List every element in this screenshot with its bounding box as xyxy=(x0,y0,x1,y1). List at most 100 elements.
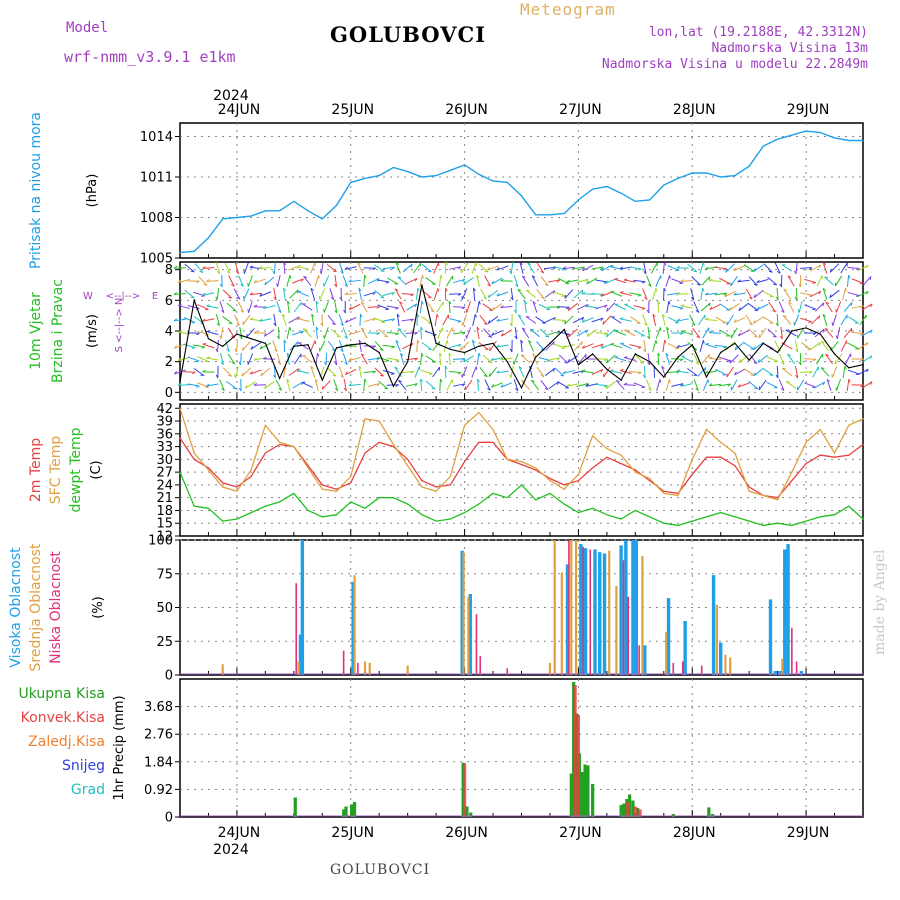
wind-arrow xyxy=(797,379,805,391)
ytick-label-temperature-3: 21 xyxy=(156,491,173,506)
temp-point-1-30 xyxy=(606,448,608,450)
wind-arrow xyxy=(293,301,302,313)
wind-arrow-head xyxy=(737,279,741,283)
wind-arrow xyxy=(438,274,442,288)
precip-bar-0-6 xyxy=(465,806,469,817)
wind-arrow xyxy=(859,314,867,326)
wind-arrow xyxy=(822,314,828,326)
wind-arrow xyxy=(547,357,560,361)
wind-arrow-head xyxy=(462,278,466,283)
wind-arrow-head xyxy=(173,371,178,375)
wind-arrow xyxy=(216,339,219,353)
wind-arrow xyxy=(539,328,550,338)
wind-speed-point-25 xyxy=(535,356,537,358)
wind-arrow xyxy=(433,288,439,300)
temp-point-1-47 xyxy=(848,424,850,426)
wind-arrow xyxy=(517,314,526,326)
cloud-bar-2-11 xyxy=(638,645,640,675)
pressure-point-16 xyxy=(407,171,409,173)
temp-point-0-21 xyxy=(478,441,480,443)
temp-point-2-26 xyxy=(549,492,551,495)
wind-arrow-head xyxy=(278,309,282,313)
wind-arrow xyxy=(667,316,679,324)
cloud-bar-0-17 xyxy=(683,621,687,675)
temp-ylabel-2: dewpt Temp xyxy=(68,427,84,512)
wind-speed-point-28 xyxy=(577,364,580,366)
wind-arrow-head xyxy=(514,387,519,392)
temp-point-2-30 xyxy=(606,514,608,516)
wind-arrow-head xyxy=(496,344,500,348)
wind-arrow-head xyxy=(708,383,713,387)
temp-point-2-17 xyxy=(421,514,423,516)
pressure-point-27 xyxy=(563,212,565,215)
wind-arrow xyxy=(615,380,625,390)
wind-arrow xyxy=(233,314,240,326)
wind-arrow xyxy=(401,293,414,295)
wind-arrow xyxy=(496,265,509,271)
wind-arrow xyxy=(572,266,585,270)
wind-arrow-head xyxy=(526,289,530,292)
wind-arrow-head xyxy=(317,352,320,357)
wind-arrow-head xyxy=(552,368,556,372)
pressure-ylabel: Pritisak na nivou mora xyxy=(28,112,44,269)
wind-arrow-head xyxy=(860,305,864,309)
wind-arrow-head xyxy=(253,304,258,308)
cloud-bar-0-12 xyxy=(624,540,628,675)
wind-arrow xyxy=(401,370,414,374)
wind-speed-point-36 xyxy=(691,344,693,346)
temp-point-1-26 xyxy=(549,480,551,482)
wind-speed-point-18 xyxy=(435,342,437,344)
wind-arrow xyxy=(733,292,746,296)
temp-point-0-12 xyxy=(350,482,352,484)
wind-arrow-head xyxy=(560,374,565,377)
wind-arrow xyxy=(811,315,821,325)
bottom-axis-day-2: 26JUN xyxy=(445,825,488,841)
wind-arrow-head xyxy=(334,309,338,314)
wind-arrow-head xyxy=(344,292,348,295)
wind-arrow-head xyxy=(869,276,872,280)
wind-arrow xyxy=(476,301,480,313)
wind-arrow xyxy=(314,275,320,287)
wind-ylabel-1: 10m Vjetar xyxy=(28,292,44,370)
wind-speed-point-11 xyxy=(335,347,338,349)
wind-arrow xyxy=(449,318,462,322)
wind-arrow-head xyxy=(315,300,319,305)
cloud-bar-0-4 xyxy=(468,594,472,675)
temp-point-1-10 xyxy=(321,488,323,490)
temp-point-2-34 xyxy=(663,522,665,524)
wind-arrow xyxy=(227,353,236,365)
wind-arrow-head xyxy=(439,378,443,383)
wind-arrow xyxy=(787,353,796,365)
cloud-bar-2-5 xyxy=(506,668,509,675)
wind-arrow xyxy=(595,383,608,387)
wind-arrow-head xyxy=(648,283,652,287)
wind-arrow-head xyxy=(705,266,709,270)
wind-arrow xyxy=(259,342,271,350)
precip-legend-2: Zaledj.Kisa xyxy=(28,734,105,750)
wind-speed-point-24 xyxy=(520,387,523,389)
wind-arrow xyxy=(345,316,357,324)
wind-speed-point-34 xyxy=(663,376,665,378)
pressure-point-29 xyxy=(592,188,594,190)
wind-arrow xyxy=(483,328,493,338)
wind-arrow xyxy=(216,287,220,301)
wind-arrow-head xyxy=(260,372,263,377)
wind-arrow-head xyxy=(195,360,200,363)
wind-arrow xyxy=(513,275,519,287)
wind-arrow-head xyxy=(219,335,222,340)
wind-arrow xyxy=(562,344,575,348)
temp-point-1-21 xyxy=(478,411,480,414)
temp-point-0-19 xyxy=(449,484,451,486)
wind-arrow xyxy=(794,340,799,352)
wind-arrow xyxy=(814,328,825,338)
wind-arrow-head xyxy=(556,279,561,283)
wind-arrow xyxy=(566,383,579,387)
wind-arrow-head xyxy=(705,317,709,320)
temp-point-0-40 xyxy=(748,486,750,488)
precip-legend-3: Snijeg xyxy=(62,758,105,774)
wind-arrow-head xyxy=(561,347,566,350)
wind-arrow-head xyxy=(676,369,681,372)
wind-arrow xyxy=(283,287,286,301)
wind-arrow xyxy=(342,327,348,339)
pressure-point-21 xyxy=(478,173,480,175)
